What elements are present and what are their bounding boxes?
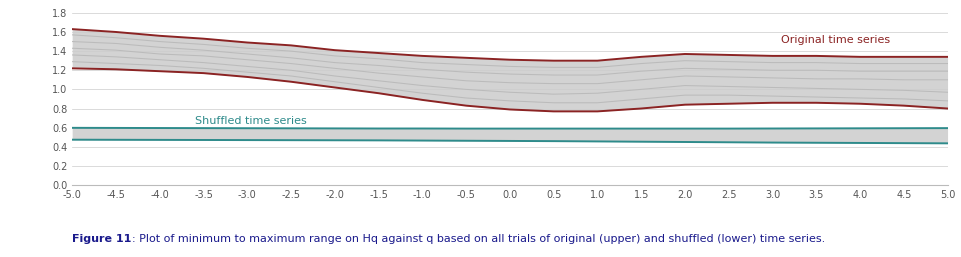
Text: Original time series: Original time series	[780, 35, 890, 45]
Text: Figure 11: Figure 11	[72, 234, 132, 244]
Text: Shuffled time series: Shuffled time series	[194, 116, 307, 126]
Text: : Plot of minimum to maximum range on Hq against q based on all trials of origin: : Plot of minimum to maximum range on Hq…	[132, 234, 824, 244]
